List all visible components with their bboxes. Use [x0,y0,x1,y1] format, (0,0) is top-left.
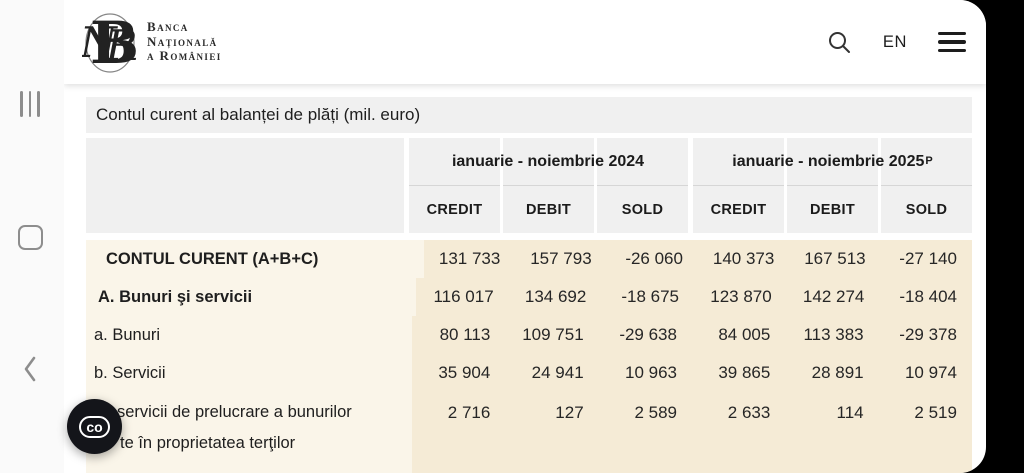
row-value: -27 140 [880,240,972,278]
page-card: B N R Banca Națională a României EN [64,0,986,473]
row-value: 127 [505,392,599,473]
bnr-logo-text: Banca Națională a României [147,20,222,64]
row-value: 10 974 [878,354,972,392]
bnr-monogram-icon: B N R [82,10,138,74]
logo-line-3: a României [147,48,222,64]
recents-icon [20,91,40,117]
row-label: CONTUL CURENT (A+B+C) [86,240,424,278]
search-icon [828,31,850,53]
row-value: 2 633 [691,392,786,473]
table-title: Contul curent al balanței de plăți (mil.… [96,105,421,124]
home-icon [17,224,43,250]
column-header: CREDIT [693,186,784,233]
column-header: DEBIT [503,186,594,233]
recents-button[interactable] [10,84,50,124]
logo-line-2: Națională [147,33,218,49]
row-value: 2 716 [412,392,506,473]
svg-text:B: B [90,10,138,74]
table-body: CONTUL CURENT (A+B+C) 131 733 157 793 -2… [86,240,973,473]
language-button[interactable]: EN [877,32,913,53]
table-title-bar: Contul curent al balanței de plăți (mil.… [86,97,972,133]
row-value: 10 963 [598,354,692,392]
row-value: 80 113 [412,316,506,354]
row-value: 2 589 [598,392,692,473]
column-header: SOLD [881,186,972,233]
row-value: 140 373 [697,240,790,278]
row-value: 113 383 [785,316,879,354]
page-content: Contul curent al balanței de plăți (mil.… [64,97,986,473]
svg-text:N: N [82,18,118,67]
table-row: CONTUL CURENT (A+B+C) 131 733 157 793 -2… [86,240,972,278]
table-header: CREDIT DEBIT SOLD ianuarie - noiembrie 2… [86,138,972,233]
table-row: a. Bunuri 80 113 109 751 -29 638 84 005 … [86,316,972,354]
row-value: 142 274 [786,278,880,316]
row-value: -26 060 [606,240,698,278]
cookie-logo-icon: co [79,415,110,438]
row-value: 157 793 [515,240,607,278]
row-value: 24 941 [505,354,599,392]
menu-button[interactable] [938,32,966,52]
menu-icon [938,32,966,52]
row-value: 35 904 [412,354,506,392]
header-actions: EN [827,30,966,55]
bnr-logo[interactable]: B N R Banca Națională a României [82,10,222,74]
header-group-2024: CREDIT DEBIT SOLD ianuarie - noiembrie 2… [409,138,688,233]
row-value: 123 870 [694,278,787,316]
column-header: SOLD [597,186,688,233]
header-label-cell [86,138,404,233]
row-value: -18 404 [879,278,973,316]
row-value: 116 017 [416,278,509,316]
row-value: 114 [785,392,879,473]
row-value: 28 891 [785,354,879,392]
search-button[interactable] [827,30,852,55]
row-value: 39 865 [691,354,786,392]
column-header: DEBIT [787,186,878,233]
table-row: servicii de prelucrare a bunurilor te în… [86,392,972,473]
row-value: 134 692 [508,278,602,316]
app-header: B N R Banca Națională a României EN [64,0,986,84]
logo-line-1: Banca [147,19,189,35]
svg-text:R: R [105,21,138,70]
header-group-2025: CREDIT DEBIT SOLD ianuarie - noiembrie 2… [693,138,972,233]
back-icon [24,356,36,382]
row-value: -29 378 [878,316,972,354]
row-label: servicii de prelucrare a bunurilor te în… [86,392,412,473]
home-button[interactable] [10,217,50,257]
row-label: A. Bunuri şi servicii [86,278,416,316]
row-label: b. Servicii [86,354,412,392]
row-value: 2 519 [878,392,972,473]
cookie-consent-button[interactable]: co [67,399,122,454]
row-label-line-2: te în proprietatea terţilor [120,434,296,452]
row-value: 167 513 [789,240,881,278]
android-nav-rail [0,0,64,473]
back-button[interactable] [10,349,50,389]
row-label: a. Bunuri [86,316,412,354]
row-value: -29 638 [598,316,692,354]
table-row: A. Bunuri şi servicii 116 017 134 692 -1… [86,278,973,316]
row-value: 109 751 [505,316,599,354]
row-value: 131 733 [424,240,516,278]
row-value: -18 675 [601,278,695,316]
table-row: b. Servicii 35 904 24 941 10 963 39 865 … [86,354,972,392]
column-header: CREDIT [409,186,500,233]
row-value: 84 005 [691,316,786,354]
row-label-line-1: servicii de prelucrare a bunurilor [117,403,352,421]
